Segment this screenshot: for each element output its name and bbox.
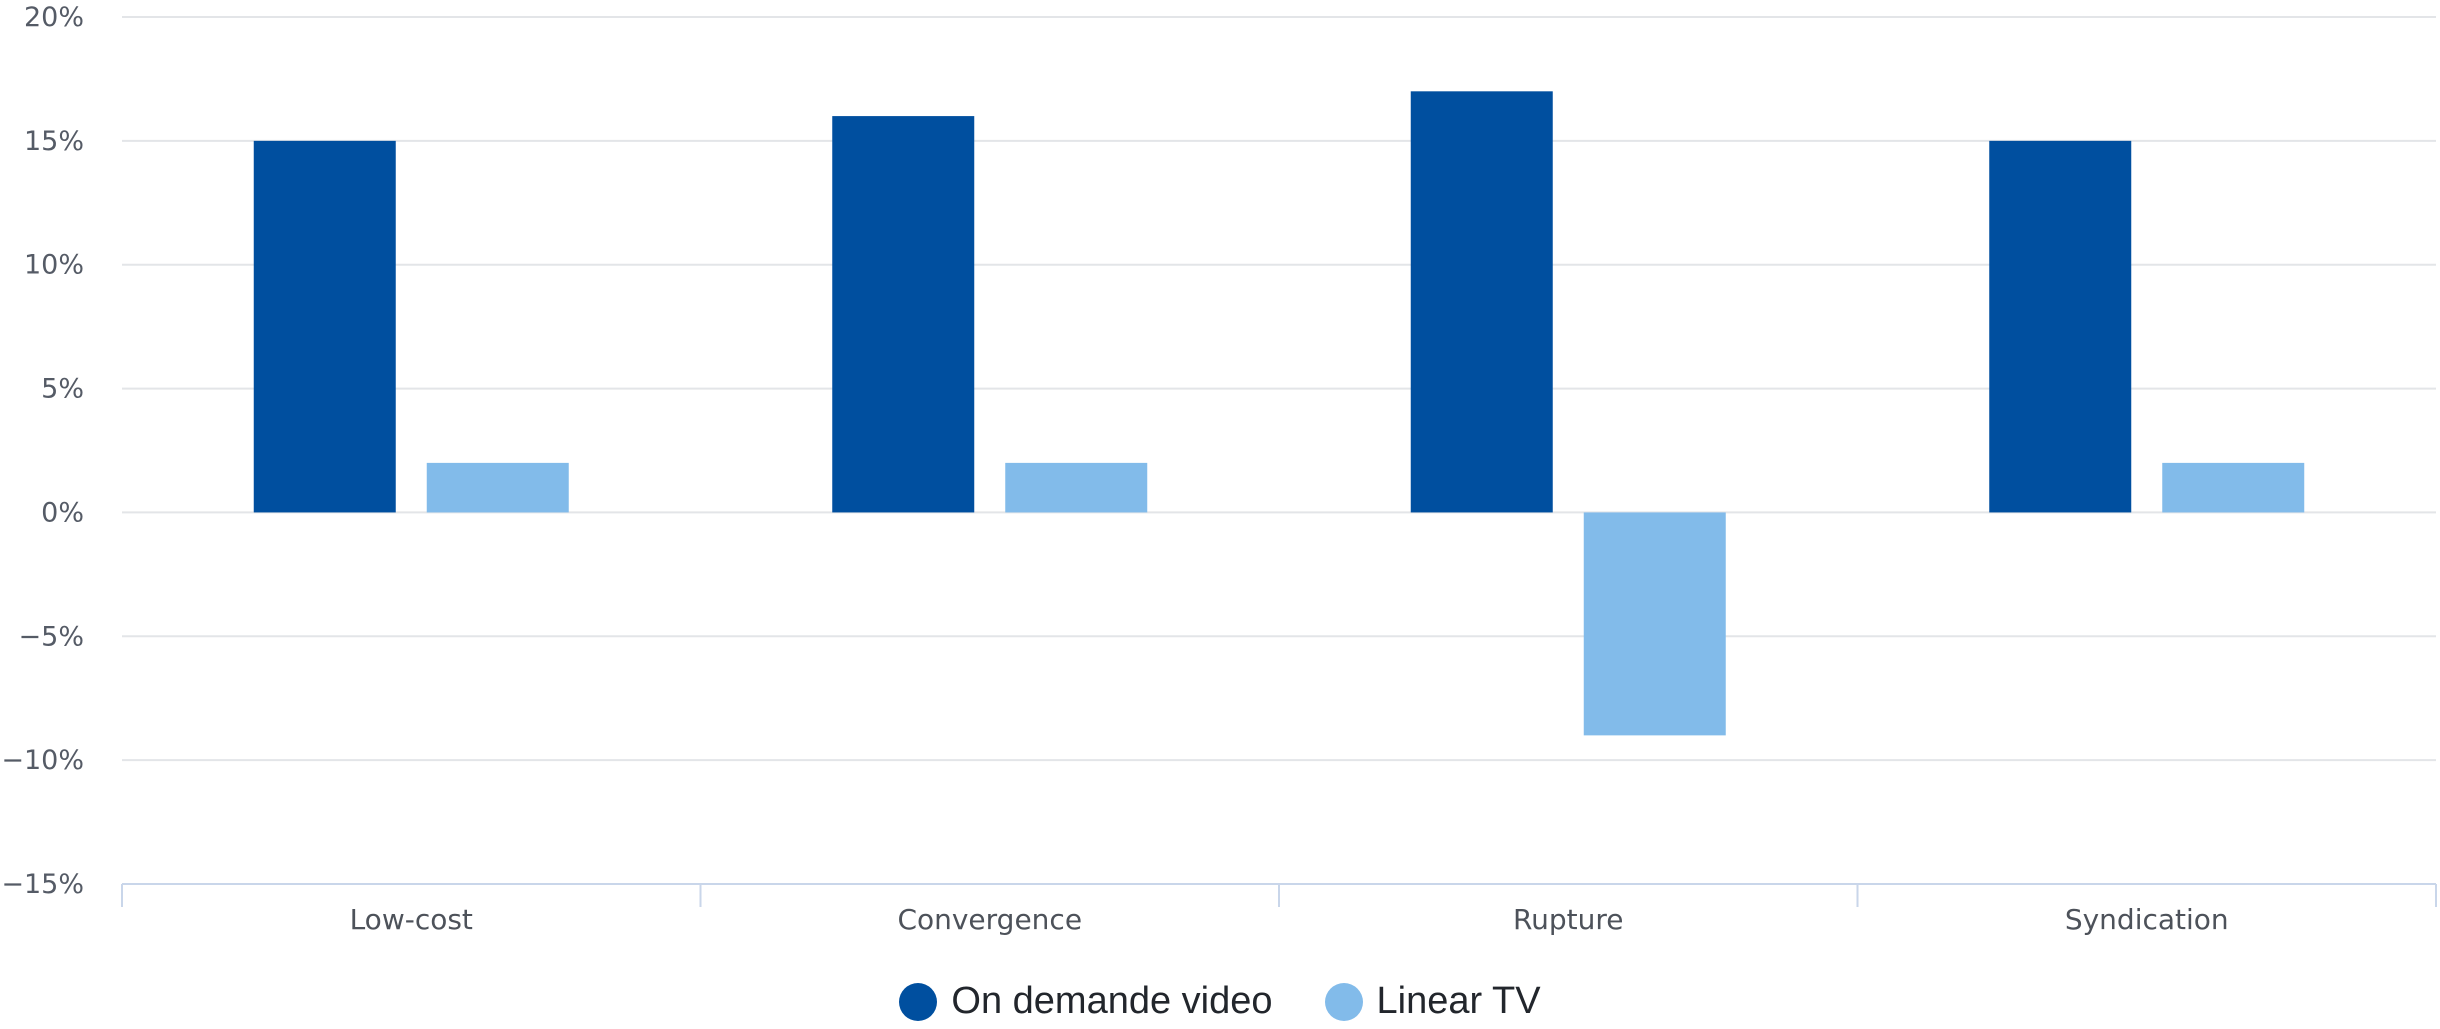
bar-linear-tv-rupture[interactable]	[1583, 512, 1726, 736]
bar-on-demande-video-syndication[interactable]	[1989, 140, 2132, 513]
bar-linear-tv-convergence[interactable]	[1005, 462, 1148, 513]
legend-label-on-demand-video: On demande video	[951, 980, 1273, 1022]
y-tick-label: −10%	[1, 745, 84, 776]
x-axis-category-labels: Low-cost Convergence Rupture Syndication	[350, 903, 2229, 936]
bar-on-demande-video-low-cost[interactable]	[253, 140, 396, 513]
legend-label-linear-tv: Linear TV	[1376, 980, 1541, 1022]
bar-linear-tv-syndication[interactable]	[2162, 462, 2305, 513]
x-category-label: Convergence	[897, 903, 1082, 936]
y-axis-tick-labels: 20% 15% 10% 5% 0% −5% −10% −15%	[1, 2, 84, 900]
y-tick-label: 5%	[41, 374, 84, 405]
x-category-label: Syndication	[2065, 903, 2229, 936]
bar-on-demande-video-rupture[interactable]	[1410, 91, 1553, 513]
y-tick-label: −15%	[1, 869, 84, 900]
bar-on-demande-video-convergence[interactable]	[832, 116, 975, 513]
y-tick-label: 10%	[24, 250, 84, 281]
bar-linear-tv-low-cost[interactable]	[426, 462, 569, 513]
bars	[253, 91, 2305, 736]
y-tick-label: 15%	[24, 126, 84, 157]
x-category-label: Low-cost	[350, 903, 473, 936]
y-tick-label: 0%	[41, 497, 84, 528]
legend-swatch-linear-tv	[1324, 982, 1363, 1021]
legend-item-on-demand-video[interactable]: On demande video	[899, 980, 1273, 1023]
y-tick-label: 20%	[24, 2, 84, 33]
x-category-label: Rupture	[1513, 903, 1624, 936]
y-tick-label: −5%	[19, 621, 84, 652]
x-axis	[121, 883, 2437, 907]
legend: On demande video Linear TV	[0, 980, 2440, 1023]
legend-item-linear-tv[interactable]: Linear TV	[1324, 980, 1541, 1023]
legend-swatch-on-demand-video	[899, 982, 938, 1021]
